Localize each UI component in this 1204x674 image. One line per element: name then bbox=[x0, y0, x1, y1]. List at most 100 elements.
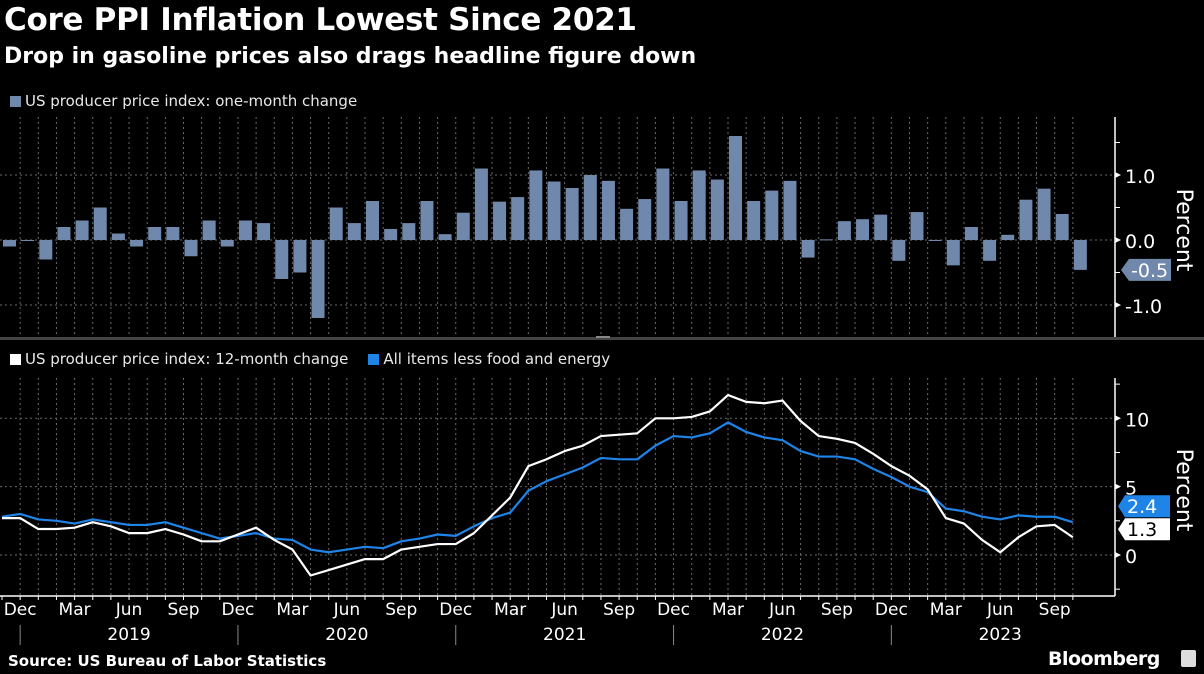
bar-month-46 bbox=[819, 239, 833, 241]
bar-month-43 bbox=[765, 190, 779, 240]
bar-month-36 bbox=[638, 199, 652, 240]
x-tick-label-month: Mar bbox=[930, 600, 962, 620]
bar-month-56 bbox=[1001, 234, 1015, 240]
x-tick-label-month: Jun bbox=[333, 600, 361, 620]
bar-month-22 bbox=[384, 228, 398, 240]
bar-month-21 bbox=[366, 201, 379, 240]
last-value-tag-core bbox=[1118, 495, 1170, 518]
bar-month-58 bbox=[1037, 188, 1051, 240]
last-value-tag-headline bbox=[1118, 518, 1170, 541]
x-tick-label-month: Sep bbox=[603, 600, 635, 620]
x-tick-label-month: Mar bbox=[59, 600, 91, 620]
x-tick-label-month: Jun bbox=[550, 600, 578, 620]
y-tick-label: -1.0 bbox=[1125, 296, 1162, 318]
legend-swatch-monthly bbox=[10, 95, 21, 107]
bar-month-16 bbox=[275, 240, 289, 279]
x-tick-label-year: 2020 bbox=[325, 625, 368, 645]
bar-month-18 bbox=[311, 240, 325, 318]
bar-month-17 bbox=[293, 240, 307, 273]
bar-month-34 bbox=[601, 180, 615, 240]
bar-month-6 bbox=[93, 207, 107, 240]
bar-month-12 bbox=[202, 220, 216, 240]
y-tick-marker bbox=[1115, 172, 1121, 178]
bar-month-44 bbox=[783, 180, 797, 240]
bar-month-10 bbox=[166, 227, 180, 240]
bar-month-41 bbox=[729, 136, 742, 240]
y-axis-title-bottom: Percent bbox=[1171, 449, 1196, 532]
y-tick-marker bbox=[1115, 302, 1121, 308]
bar-month-25 bbox=[438, 234, 452, 240]
x-tick-label-year: 2023 bbox=[979, 625, 1022, 645]
bar-month-37 bbox=[656, 168, 670, 240]
bar-month-27 bbox=[474, 168, 488, 240]
x-tick-label-year: 2021 bbox=[543, 625, 586, 645]
y-tick-marker bbox=[1115, 237, 1121, 243]
bar-month-59 bbox=[1055, 214, 1069, 240]
bar-month-28 bbox=[493, 201, 507, 240]
bar-month-19 bbox=[329, 207, 343, 240]
last-value-label-core: 2.4 bbox=[1127, 496, 1157, 518]
bar-month-33 bbox=[583, 175, 597, 240]
y-tick-label: 0.0 bbox=[1125, 231, 1155, 253]
legend-top: US producer price index: one-month chang… bbox=[10, 92, 357, 110]
bar-month-26 bbox=[456, 212, 470, 240]
bar-month-53 bbox=[946, 240, 960, 266]
x-tick-label-month: Sep bbox=[385, 600, 417, 620]
bar-month-48 bbox=[856, 219, 870, 240]
x-tick-label-month: Dec bbox=[875, 600, 908, 620]
bar-month-4 bbox=[57, 227, 71, 240]
bar-month-32 bbox=[565, 188, 579, 240]
y-tick-marker bbox=[1115, 415, 1121, 422]
bar-month-5 bbox=[75, 220, 89, 240]
legend-bottom: US producer price index: 12-month change… bbox=[10, 350, 610, 368]
x-tick-label-year: 2022 bbox=[761, 625, 804, 645]
legend-swatch-headline bbox=[10, 353, 21, 365]
y-tick-label: 5 bbox=[1125, 478, 1137, 500]
bar-month-15 bbox=[257, 223, 271, 240]
bar-month-52 bbox=[928, 240, 942, 241]
source-note: Source: US Bureau of Labor Statistics bbox=[8, 652, 327, 670]
bar-month-54 bbox=[964, 227, 978, 240]
panel-resize-handle bbox=[596, 336, 610, 338]
panel-divider bbox=[0, 337, 1204, 340]
y-tick-label: 1.0 bbox=[1125, 166, 1155, 188]
bar-month-23 bbox=[402, 223, 416, 240]
x-tick-label-month: Sep bbox=[167, 600, 199, 620]
x-tick-label-month: Dec bbox=[657, 600, 690, 620]
bar-month-51 bbox=[910, 212, 924, 240]
x-tick-label-month: Dec bbox=[439, 600, 472, 620]
bar-month-20 bbox=[347, 223, 361, 240]
bar-month-40 bbox=[710, 179, 724, 240]
bar-month-47 bbox=[837, 221, 851, 240]
bar-month-55 bbox=[983, 240, 997, 261]
chart-title: Core PPI Inflation Lowest Since 2021 bbox=[4, 2, 637, 38]
bar-month-57 bbox=[1019, 199, 1033, 240]
legend-label-headline: US producer price index: 12-month change bbox=[25, 350, 349, 368]
bar-month-9 bbox=[148, 227, 162, 240]
bar-month-8 bbox=[130, 240, 144, 247]
bar-month-49 bbox=[874, 214, 888, 240]
last-value-label-headline: 1.3 bbox=[1127, 519, 1157, 541]
bar-month-3 bbox=[39, 240, 53, 260]
bar-month-11 bbox=[184, 240, 198, 257]
bar-month-7 bbox=[111, 233, 125, 240]
bloomberg-logo: Bloomberg bbox=[1048, 648, 1160, 670]
bar-month-14 bbox=[238, 220, 252, 240]
last-value-label: -0.5 bbox=[1131, 260, 1168, 282]
bar-month-13 bbox=[220, 240, 234, 247]
x-tick-label-month: Sep bbox=[821, 600, 853, 620]
chart-subtitle: Drop in gasoline prices also drags headl… bbox=[4, 44, 697, 69]
x-tick-label-month: Mar bbox=[494, 600, 526, 620]
bar-month-31 bbox=[547, 181, 561, 240]
line-headline bbox=[2, 393, 1074, 577]
bar-month-2 bbox=[21, 240, 35, 241]
bar-month-42 bbox=[747, 201, 761, 240]
x-tick-label-month: Sep bbox=[1039, 600, 1071, 620]
bar-month-1 bbox=[3, 240, 16, 247]
x-tick-label-month: Jun bbox=[768, 600, 796, 620]
legend-label-core: All items less food and energy bbox=[383, 350, 611, 368]
legend-swatch-core bbox=[368, 353, 380, 365]
x-tick-label-month: Jun bbox=[115, 600, 143, 620]
bar-month-60 bbox=[1073, 240, 1087, 270]
line-core bbox=[1, 421, 1074, 554]
